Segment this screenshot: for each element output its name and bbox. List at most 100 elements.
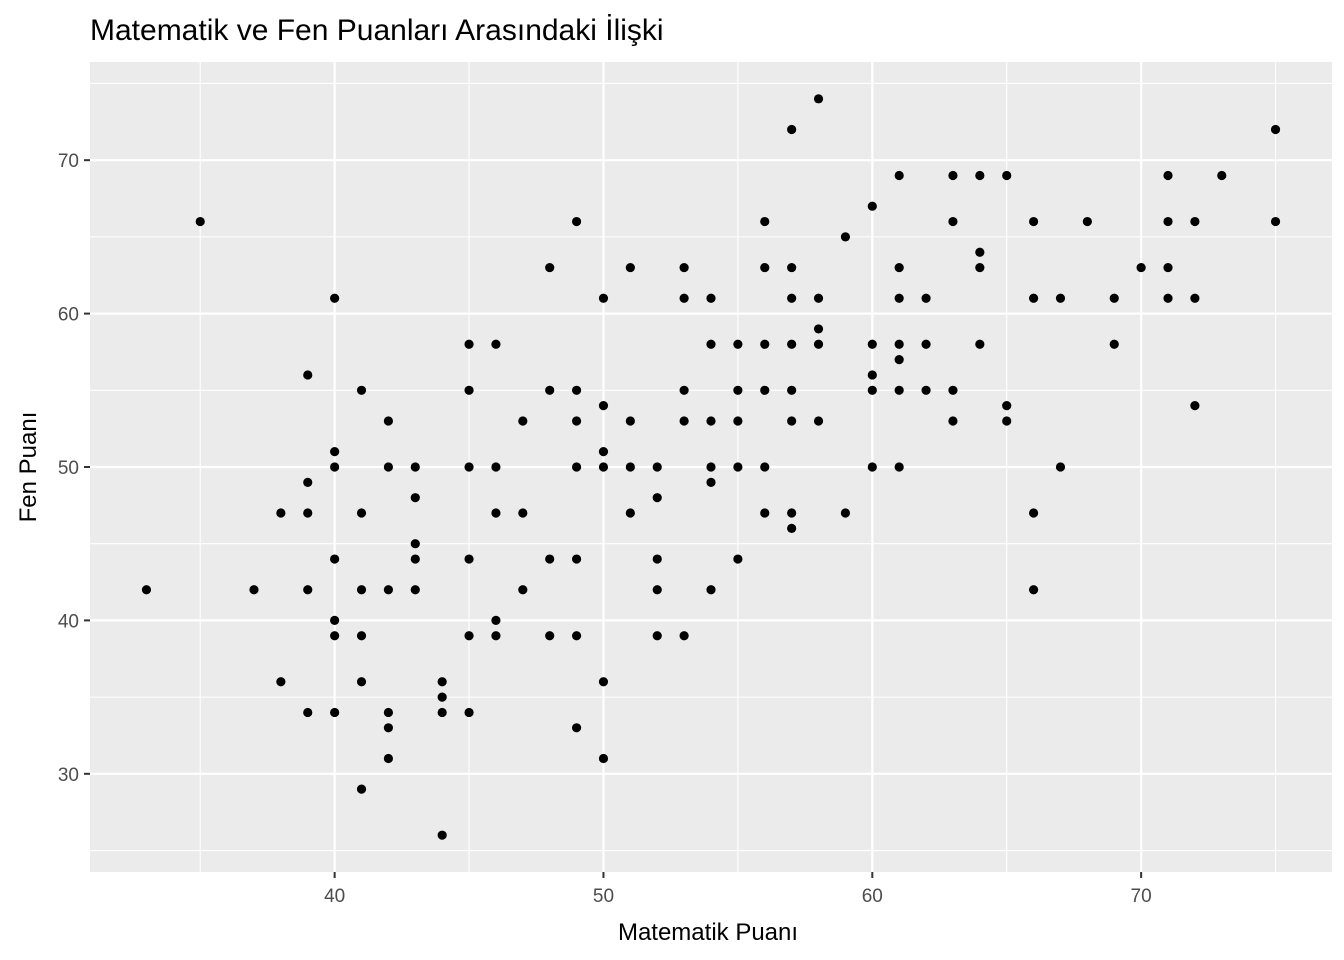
data-point — [545, 385, 555, 395]
data-point — [356, 631, 367, 641]
data-point — [760, 385, 770, 395]
data-point — [383, 462, 394, 472]
data-point — [1002, 401, 1012, 411]
data-point — [276, 677, 286, 687]
data-point — [894, 385, 904, 395]
data-point — [652, 493, 662, 503]
data-point — [1190, 216, 1200, 227]
data-point — [679, 385, 689, 395]
axis-ticks — [84, 159, 1143, 878]
data-point — [894, 355, 904, 365]
y-tick-label: 50 — [58, 458, 79, 479]
data-point — [464, 385, 474, 395]
data-point — [1270, 124, 1281, 135]
data-point — [330, 631, 340, 641]
data-point — [545, 631, 555, 641]
data-point — [1028, 216, 1039, 227]
y-axis-title: Fen Puanı — [15, 412, 42, 523]
data-point — [760, 216, 770, 227]
data-point — [518, 416, 528, 426]
data-point — [1028, 508, 1039, 518]
data-point — [760, 508, 770, 518]
data-point — [787, 339, 797, 349]
data-point — [813, 324, 824, 334]
x-tick-label: 70 — [1131, 886, 1152, 907]
data-point — [894, 462, 904, 472]
data-point — [948, 416, 958, 426]
data-point — [1163, 170, 1173, 181]
data-point — [598, 677, 609, 687]
data-point — [706, 293, 716, 303]
y-tick-label: 60 — [58, 305, 79, 326]
data-point — [652, 585, 662, 595]
data-point — [706, 462, 716, 472]
data-point — [356, 585, 367, 595]
data-point — [303, 370, 313, 380]
data-point — [975, 262, 985, 273]
data-point — [975, 247, 985, 257]
data-point — [410, 585, 420, 595]
data-point — [303, 585, 313, 595]
data-point — [679, 631, 689, 641]
data-point — [383, 753, 394, 764]
data-point — [787, 124, 797, 135]
data-point — [652, 554, 662, 564]
data-point — [464, 554, 474, 564]
data-point — [840, 232, 851, 242]
data-point — [598, 401, 609, 411]
data-point — [706, 477, 716, 487]
x-axis-title: Matematik Puanı — [618, 919, 798, 946]
data-point — [141, 585, 152, 595]
data-point — [356, 677, 367, 687]
data-point — [1163, 262, 1173, 273]
data-point — [1109, 293, 1119, 303]
data-point — [813, 339, 824, 349]
data-point — [787, 262, 797, 273]
data-point — [1190, 293, 1200, 303]
data-point — [195, 216, 205, 227]
data-point — [921, 293, 931, 303]
data-point — [1163, 216, 1173, 227]
data-point — [948, 170, 958, 181]
data-point — [249, 585, 259, 595]
data-point — [787, 508, 797, 518]
data-point — [518, 508, 528, 518]
data-point — [330, 462, 340, 472]
data-point — [948, 216, 958, 227]
data-point — [787, 416, 797, 426]
data-point — [679, 416, 689, 426]
data-point — [437, 707, 447, 718]
data-point — [840, 508, 851, 518]
data-point — [571, 631, 582, 641]
data-point — [813, 293, 824, 303]
data-point — [625, 462, 635, 472]
data-point — [679, 293, 689, 303]
data-point — [679, 262, 689, 273]
data-point — [760, 462, 770, 472]
data-point — [356, 784, 367, 794]
data-point — [1082, 216, 1092, 227]
data-point — [276, 508, 286, 518]
x-tick-label: 50 — [593, 886, 614, 907]
data-point — [948, 385, 958, 395]
data-point — [894, 170, 904, 181]
data-point — [571, 216, 582, 227]
data-point — [437, 677, 447, 687]
data-point — [867, 370, 877, 380]
data-point — [1109, 339, 1119, 349]
y-tick-label: 40 — [58, 611, 79, 632]
data-point — [383, 416, 394, 426]
data-point — [1002, 170, 1012, 181]
data-point — [706, 339, 716, 349]
data-point — [760, 339, 770, 349]
data-point — [464, 339, 474, 349]
data-point — [1028, 293, 1039, 303]
data-point — [491, 508, 501, 518]
data-point — [571, 554, 582, 564]
data-point — [598, 753, 609, 764]
data-point — [330, 707, 340, 718]
data-point — [1163, 293, 1173, 303]
data-point — [491, 631, 501, 641]
data-point — [598, 462, 609, 472]
